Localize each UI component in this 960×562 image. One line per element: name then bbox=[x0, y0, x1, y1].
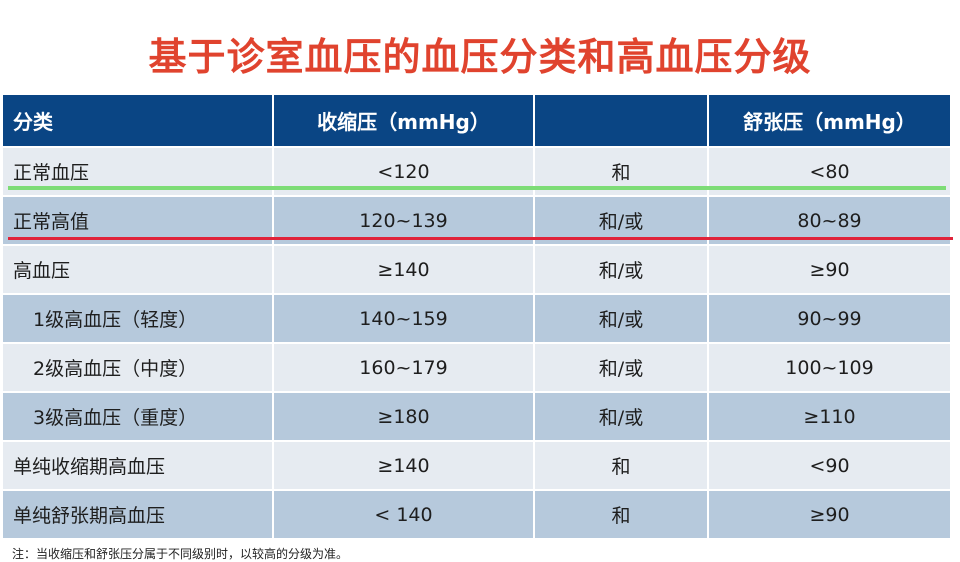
cell-systolic: ≥140 bbox=[273, 245, 535, 295]
cell-diastolic: ≥90 bbox=[708, 245, 950, 295]
table-row: 高血压 ≥140 和/或 ≥90 bbox=[3, 245, 950, 295]
cell-relation: 和/或 bbox=[534, 245, 709, 295]
table-row: 2级高血压（中度） 160~179 和/或 100~109 bbox=[3, 343, 950, 393]
green-highlight-line bbox=[8, 186, 946, 190]
cell-relation: 和/或 bbox=[534, 343, 709, 393]
table-row: 单纯舒张期高血压 < 140 和 ≥90 bbox=[3, 490, 950, 540]
cell-relation: 和/或 bbox=[534, 392, 709, 442]
table-header-row: 分类 收缩压（mmHg） 舒张压（mmHg） bbox=[3, 95, 950, 148]
cell-relation: 和/或 bbox=[534, 294, 709, 344]
cell-systolic: 160~179 bbox=[273, 343, 535, 393]
footnote: 注：当收缩压和舒张压分属于不同级别时，以较高的分级为准。 bbox=[12, 547, 349, 561]
cell-diastolic: <90 bbox=[708, 441, 950, 491]
cell-systolic: < 140 bbox=[273, 490, 535, 540]
cell-category: 高血压 bbox=[3, 245, 274, 295]
header-relation bbox=[534, 95, 709, 148]
header-diastolic: 舒张压（mmHg） bbox=[708, 95, 950, 148]
cell-diastolic: ≥110 bbox=[708, 392, 950, 442]
cell-diastolic: ≥90 bbox=[708, 490, 950, 540]
cell-relation: 和 bbox=[534, 441, 709, 491]
bp-classification-table: 分类 收缩压（mmHg） 舒张压（mmHg） 正常血压 <120 和 <80 正… bbox=[3, 95, 950, 540]
cell-category: 3级高血压（重度） bbox=[3, 392, 274, 442]
page-title: 基于诊室血压的血压分类和高血压分级 bbox=[148, 35, 812, 79]
red-highlight-line bbox=[8, 237, 953, 240]
cell-category: 单纯收缩期高血压 bbox=[3, 441, 274, 491]
table-row: 3级高血压（重度） ≥180 和/或 ≥110 bbox=[3, 392, 950, 442]
header-systolic: 收缩压（mmHg） bbox=[273, 95, 535, 148]
header-category: 分类 bbox=[3, 95, 274, 148]
cell-category: 1级高血压（轻度） bbox=[3, 294, 274, 344]
cell-systolic: ≥140 bbox=[273, 441, 535, 491]
table-row: 单纯收缩期高血压 ≥140 和 <90 bbox=[3, 441, 950, 491]
cell-systolic: 140~159 bbox=[273, 294, 535, 344]
cell-systolic: ≥180 bbox=[273, 392, 535, 442]
cell-diastolic: 100~109 bbox=[708, 343, 950, 393]
cell-category: 2级高血压（中度） bbox=[3, 343, 274, 393]
cell-category: 单纯舒张期高血压 bbox=[3, 490, 274, 540]
cell-relation: 和 bbox=[534, 490, 709, 540]
table-row: 1级高血压（轻度） 140~159 和/或 90~99 bbox=[3, 294, 950, 344]
cell-diastolic: 90~99 bbox=[708, 294, 950, 344]
